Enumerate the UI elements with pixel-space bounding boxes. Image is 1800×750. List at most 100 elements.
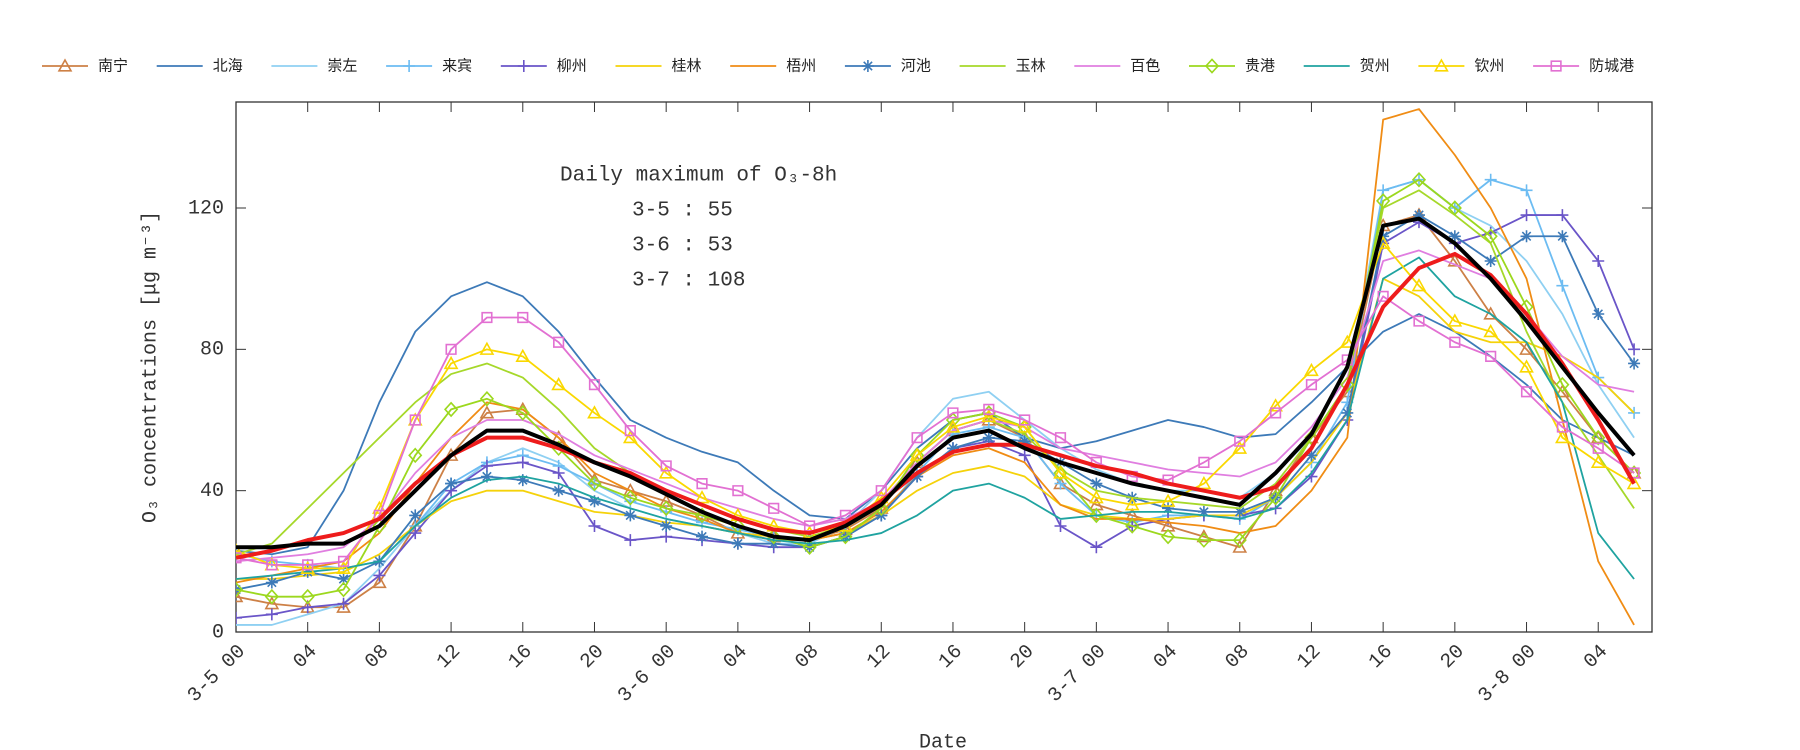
marker — [1160, 493, 1176, 507]
marker — [1555, 384, 1570, 398]
marker — [336, 560, 351, 574]
marker — [1411, 171, 1427, 188]
series-line — [236, 216, 1636, 550]
marker — [694, 490, 710, 504]
marker — [1556, 209, 1569, 222]
marker — [553, 336, 565, 348]
marker — [696, 530, 709, 543]
marker — [911, 432, 923, 444]
marker — [1592, 308, 1605, 320]
marker — [1305, 449, 1318, 462]
legend-label: 柳州 — [557, 57, 587, 75]
legend-label: 崇左 — [327, 57, 357, 75]
marker — [838, 528, 853, 545]
marker — [1018, 449, 1031, 462]
marker — [480, 470, 493, 483]
marker — [660, 530, 673, 543]
marker — [1204, 58, 1220, 74]
marker — [516, 456, 529, 469]
x-tick-label: 3-8 00 — [1474, 640, 1541, 707]
marker — [1592, 255, 1605, 267]
series — [236, 178, 1635, 626]
marker — [1234, 435, 1246, 447]
marker — [1376, 193, 1391, 209]
marker — [861, 60, 874, 72]
marker — [480, 459, 493, 472]
series — [236, 216, 1636, 550]
series — [236, 256, 1635, 580]
marker — [515, 348, 531, 362]
series — [236, 207, 1642, 613]
legend-label: 桂林 — [672, 57, 702, 75]
marker — [479, 341, 495, 355]
marker — [236, 589, 244, 603]
marker — [300, 588, 315, 605]
marker — [236, 611, 242, 624]
marker — [1484, 255, 1497, 267]
marker — [911, 470, 924, 483]
marker — [624, 509, 637, 522]
marker — [236, 552, 242, 564]
marker — [732, 485, 744, 497]
marker — [373, 569, 386, 582]
series-line — [236, 295, 1635, 566]
marker — [409, 414, 421, 426]
series-line — [236, 249, 1635, 563]
series — [236, 251, 1636, 560]
marker — [1556, 279, 1569, 292]
marker — [731, 537, 744, 550]
marker — [1125, 518, 1140, 534]
marker — [1019, 414, 1031, 426]
marker — [1232, 440, 1248, 454]
marker — [945, 419, 961, 433]
marker — [409, 509, 422, 522]
x-tick-label: 3-5 00 — [183, 640, 250, 707]
marker — [1268, 398, 1283, 412]
legend-label: 百色 — [1130, 57, 1160, 75]
marker — [1411, 278, 1427, 292]
series-line — [236, 251, 1636, 560]
marker — [1196, 475, 1212, 490]
marker — [1556, 421, 1568, 433]
legend-label: 防城港 — [1589, 57, 1634, 75]
marker — [1483, 228, 1498, 245]
x-tick-label: 12 — [863, 640, 896, 673]
marker — [1088, 490, 1104, 504]
marker — [265, 608, 278, 621]
y-tick-label: 120 — [188, 197, 224, 220]
marker — [1590, 454, 1606, 468]
series — [236, 281, 1635, 556]
marker — [1449, 336, 1461, 348]
series-line — [236, 178, 1635, 626]
series-line — [236, 178, 1635, 570]
marker — [551, 377, 566, 391]
marker — [1089, 507, 1104, 524]
marker — [302, 559, 314, 571]
y-axis-label: O₃ concentrations [μg m⁻³] — [139, 211, 162, 523]
marker — [1485, 350, 1497, 362]
marker — [1018, 435, 1031, 448]
marker — [1197, 505, 1210, 518]
legend-label: 河池 — [901, 57, 931, 75]
marker — [1520, 209, 1533, 222]
legend-label: 钦州 — [1474, 57, 1504, 75]
marker — [1341, 406, 1354, 419]
marker — [57, 58, 73, 72]
marker — [659, 500, 674, 517]
marker — [1412, 209, 1425, 222]
marker — [1054, 432, 1067, 444]
x-tick-label: 04 — [1149, 640, 1182, 673]
marker — [696, 478, 708, 490]
marker — [1090, 477, 1103, 490]
x-tick-label: 04 — [289, 640, 322, 673]
series — [236, 235, 1642, 574]
marker — [1520, 230, 1533, 243]
marker — [947, 407, 959, 419]
marker — [1268, 489, 1283, 506]
marker — [479, 391, 495, 407]
x-tick-label: 20 — [1006, 640, 1039, 673]
x-tick-label: 08 — [791, 640, 824, 673]
marker — [265, 576, 278, 589]
marker — [624, 534, 637, 547]
